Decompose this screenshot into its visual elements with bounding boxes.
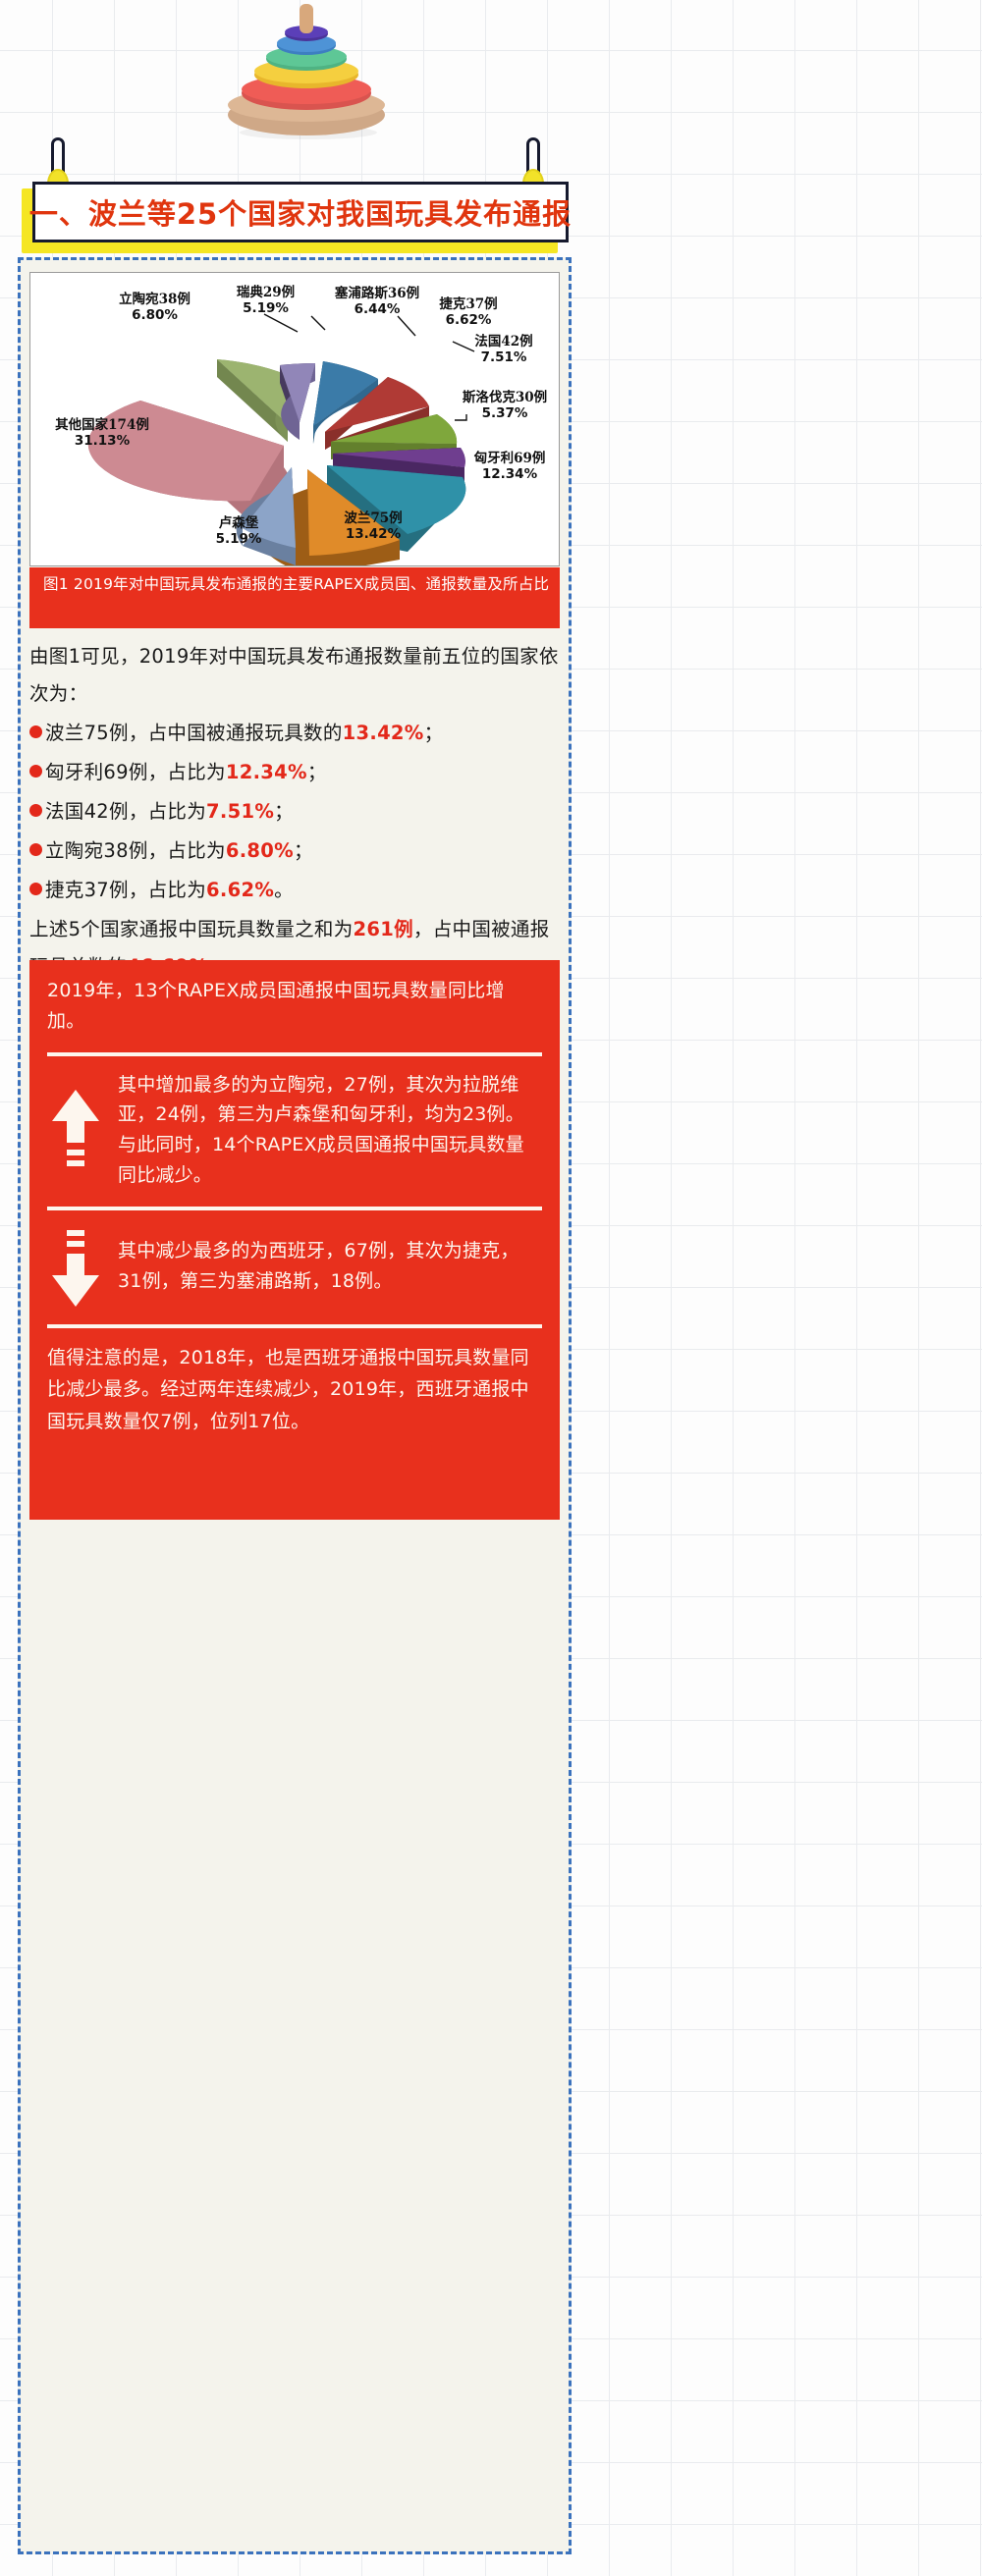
body-text: 由图1可见，2019年对中国玩具发布通报数量前五位的国家依次为： 波兰75例，占… [29,638,560,988]
bullet-dot-icon [29,883,42,896]
red-panel-intro: 2019年，13个RAPEX成员国通报中国玩具数量同比增加。 [47,980,505,1032]
arrow-down-icon [47,1224,104,1309]
body-bullet-france: 法国42例，占比为7.51%； [29,793,560,831]
body-bullet-hungary: 匈牙利69例，占比为12.34%； [29,754,560,791]
bullet-dot-icon [29,765,42,778]
pie-label-slovakia: 斯洛伐克30例 5.37% [462,390,548,421]
pie-label-lithuania: 立陶宛38例 6.80% [119,292,191,323]
bullet-dot-icon [29,804,42,818]
decrease-text: 其中减少最多的为西班牙，67例，其次为捷克，31例，第三为塞浦路斯，18例。 [118,1239,519,1292]
pie-chart-svg [87,313,475,565]
figure-caption: 图1 2019年对中国玩具发布通报的主要RAPEX成员国、通报数量及所占比 [29,567,560,628]
body-bullet-lithuania: 立陶宛38例，占比为6.80%； [29,832,560,870]
pie-label-other-countries: 其他国家174例 31.13% [55,417,149,449]
pie-slice-france [331,414,458,461]
section-banner: 一、波兰等25个国家对我国玩具发布通报 [28,182,573,242]
pie-chart: 立陶宛38例 6.80% 瑞典29例 5.19% 塞浦路斯36例 6.44% 捷… [30,273,559,565]
pie-label-czech: 捷克37例 6.62% [439,296,498,328]
body-bullet-czech: 捷克37例，占比为6.62%。 [29,872,560,909]
pie-label-hungary: 匈牙利69例 12.34% [473,451,546,482]
pie-label-france: 法国42例 7.51% [474,334,533,365]
pie-leader-lines [263,313,475,421]
bullet-dot-icon [29,725,42,739]
pie-slice-slovakia [333,448,465,485]
red-highlight-panel: 2019年，13个RAPEX成员国通报中国玩具数量同比增加。 其中增加最多的为立… [29,960,560,1520]
toy-peg [300,4,313,33]
stacking-ring-toy-icon [228,4,385,139]
divider [47,1206,542,1210]
pie-label-cyprus: 塞浦路斯36例 6.44% [334,286,420,317]
pie-slice-czech [325,377,429,450]
increase-block: 其中增加最多的为立陶宛，27例，其次为拉脱维亚，24例，第三为卢森堡和匈牙利，均… [47,1070,542,1191]
pie-slice-hungary [320,465,466,552]
decrease-block: 其中减少最多的为西班牙，67例，其次为捷克，31例，第三为塞浦路斯，18例。 [47,1224,542,1309]
divider [47,1323,542,1328]
page-title: 一、波兰等25个国家对我国玩具发布通报 [28,197,573,231]
increase-text: 其中增加最多的为立陶宛，27例，其次为拉脱维亚，24例，第三为卢森堡和匈牙利，均… [118,1073,524,1186]
body-intro: 由图1可见，2019年对中国玩具发布通报数量前五位的国家依次为： [29,645,559,706]
divider [47,1051,542,1056]
banner-string-left [51,137,65,200]
arrow-up-icon [47,1088,104,1172]
pie-label-sweden: 瑞典29例 5.19% [236,285,296,316]
pie-label-luxembourg: 卢森堡 5.19% [215,515,262,547]
pie-chart-card: 立陶宛38例 6.80% 瑞典29例 5.19% 塞浦路斯36例 6.44% 捷… [29,272,560,566]
body-bullet-poland: 波兰75例，占中国被通报玩具数的13.42%； [29,715,560,752]
pie-slice-luxembourg [236,467,296,565]
pie-slice-cyprus [312,361,378,444]
banner-string-right [526,137,540,200]
bullet-dot-icon [29,843,42,857]
pie-slice-poland [256,469,400,565]
pie-label-poland: 波兰75例 13.42% [344,510,403,542]
pie-slice-sweden [280,363,315,440]
red-panel-final-note: 值得注意的是，2018年，也是西班牙通报中国玩具数量同比减少最多。经过两年连续减… [47,1346,529,1432]
